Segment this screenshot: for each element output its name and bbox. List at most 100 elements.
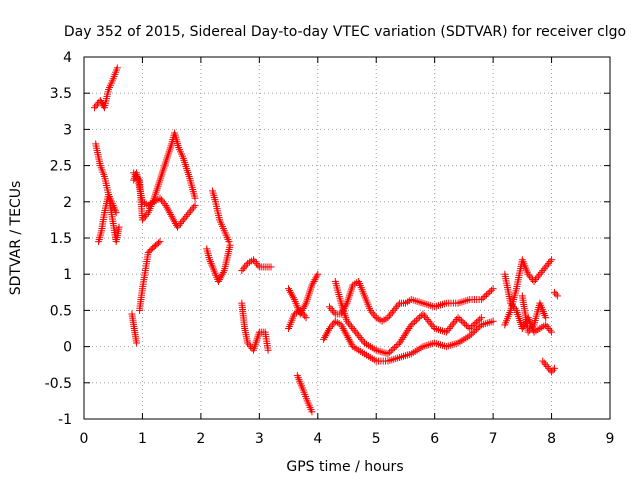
data-point (320, 335, 328, 343)
y-tick-label: -1 (58, 412, 72, 428)
data-point (452, 340, 460, 348)
data-point (548, 256, 556, 264)
data-point (384, 350, 392, 358)
data-point (419, 310, 427, 318)
data-point (403, 328, 411, 336)
data-point (548, 368, 556, 376)
data-point (553, 292, 561, 300)
data-point (466, 325, 474, 332)
data-point (314, 270, 322, 278)
data-point (487, 318, 495, 326)
data-point (184, 210, 192, 218)
data-point (416, 313, 424, 321)
data-point (411, 297, 419, 305)
data-point (346, 321, 354, 329)
data-point (391, 305, 399, 313)
data-point (460, 297, 468, 305)
data-point (190, 203, 198, 211)
data-point (459, 318, 467, 326)
data-point (340, 326, 348, 334)
data-point (546, 326, 554, 334)
data-point (296, 306, 304, 314)
data-point (454, 314, 462, 322)
data-point (216, 274, 224, 282)
data-point (446, 341, 454, 349)
data-point (97, 98, 105, 106)
data-point (405, 350, 413, 358)
x-tick-label: 8 (547, 431, 556, 447)
data-point (419, 299, 427, 307)
data-point (540, 359, 548, 367)
data-point (384, 314, 392, 322)
data-point (163, 203, 171, 211)
data-point (479, 294, 487, 302)
data-point (474, 324, 482, 332)
data-point (406, 323, 414, 331)
data-point (387, 310, 395, 318)
data-point (421, 300, 429, 308)
data-point (388, 308, 396, 316)
data-point (111, 207, 119, 215)
data-point (167, 210, 175, 218)
data-point (477, 314, 485, 322)
data-point (534, 272, 542, 280)
data-point (530, 277, 538, 285)
data-point (191, 194, 199, 202)
data-point (330, 319, 338, 327)
data-point (438, 300, 446, 308)
data-point (310, 277, 318, 285)
data-point (428, 321, 436, 329)
data-point (542, 263, 550, 271)
data-point (456, 299, 464, 307)
data-point (526, 326, 534, 334)
data-point (219, 268, 227, 276)
data-point (369, 310, 377, 318)
data-point (174, 223, 182, 231)
data-point (299, 310, 307, 318)
data-point (341, 328, 349, 336)
data-point (225, 238, 233, 246)
data-point (287, 288, 295, 296)
data-point (226, 241, 234, 249)
data-point (338, 323, 346, 331)
data-point (386, 356, 394, 364)
data-point (545, 325, 553, 332)
data-point (526, 272, 534, 280)
data-point (448, 321, 456, 329)
data-point (407, 321, 415, 329)
tick-labels: 0 1 2 3 4 5 6 7 8 9 -1 -0.5 0 0.5 1 1.5 2 2.5 3 3.5 4 (45, 50, 615, 447)
data-point (355, 332, 363, 340)
data-point (157, 196, 165, 204)
data-point (545, 364, 553, 372)
data-point (313, 272, 321, 280)
data-point (469, 329, 477, 337)
data-point (141, 212, 149, 220)
data-point (444, 342, 452, 350)
data-point (181, 214, 189, 222)
data-point (387, 347, 395, 355)
data-point (388, 356, 396, 364)
data-point (207, 259, 215, 267)
data-point (330, 308, 338, 316)
data-point (312, 274, 320, 282)
data-point (168, 212, 176, 220)
data-point (214, 277, 222, 285)
axis-ticks (83, 56, 611, 420)
data-point (110, 203, 118, 211)
data-point (437, 301, 445, 309)
data-point (176, 220, 184, 228)
data-point (188, 205, 196, 213)
data-point (327, 305, 335, 313)
data-point (298, 308, 306, 316)
data-point (405, 325, 413, 332)
data-point (433, 302, 441, 310)
data-point (542, 321, 550, 329)
data-point (285, 285, 293, 293)
data-point (409, 319, 417, 327)
data-point (396, 353, 404, 361)
data-point (413, 297, 421, 305)
data-point (431, 303, 439, 311)
data-point (550, 288, 558, 296)
data-point (249, 256, 257, 264)
data-point (392, 355, 400, 363)
